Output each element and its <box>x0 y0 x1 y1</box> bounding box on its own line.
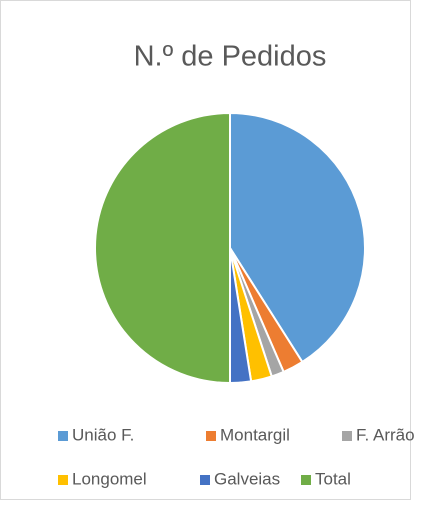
chart-title: N.º de Pedidos <box>134 41 327 73</box>
legend-swatch <box>342 431 352 441</box>
legend-label: Galveias <box>214 469 280 488</box>
legend-swatch <box>301 475 311 485</box>
legend-label: Montargil <box>220 425 290 444</box>
legend-label: Longomel <box>72 469 147 488</box>
legend-swatch <box>206 431 216 441</box>
legend-label: União F. <box>72 425 134 444</box>
pie-slice <box>94 111 231 385</box>
legend-label: Total <box>315 469 351 488</box>
legend-swatch <box>200 475 210 485</box>
legend-swatch <box>58 431 68 441</box>
legend-label: F. Arrão <box>356 425 415 444</box>
legend-swatch <box>58 475 68 485</box>
